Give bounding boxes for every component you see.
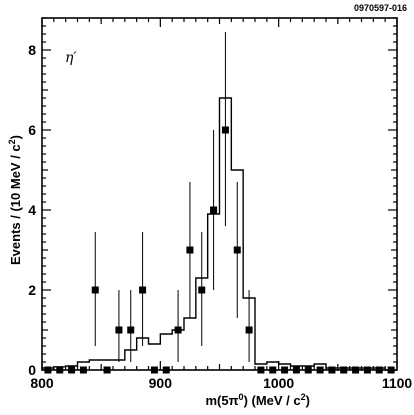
data-point (198, 286, 206, 294)
y-tick-label: 2 (28, 282, 36, 298)
x-axis-label: m(5π0) (MeV / c2) (205, 392, 310, 408)
simulation-step-line (41, 97, 397, 371)
y-tick-label: 0 (28, 362, 36, 378)
data-point (233, 246, 241, 254)
y-tick-label: 8 (28, 42, 36, 58)
data-point (186, 246, 194, 254)
x-tick-label: 1000 (263, 375, 294, 391)
eta-prime-annotation: η′ (65, 50, 77, 66)
figure-id: 0970597-016 (354, 3, 407, 13)
x-tick-label: 1100 (382, 375, 413, 391)
plot-area: 800 900 1000 1100 0 2 4 6 8 (28, 17, 412, 391)
data-point (174, 326, 182, 334)
y-axis-label: Events / (10 MeV / c2) (7, 135, 23, 265)
x-tick-label: 900 (149, 375, 173, 391)
simulation-histogram (41, 97, 397, 371)
y-tick-label: 4 (28, 202, 36, 218)
data-point (245, 326, 253, 334)
x-tick-label: 800 (30, 375, 54, 391)
data-point (221, 126, 229, 134)
data-point (210, 206, 218, 214)
data-point (115, 326, 123, 334)
y-tick-label: 6 (28, 122, 36, 138)
y-axis-ticks: 0 2 4 6 8 (28, 17, 397, 378)
x-axis-ticks: 800 900 1000 1100 (30, 18, 412, 391)
data-point (139, 286, 147, 294)
data-point (127, 326, 135, 334)
data-point (91, 286, 99, 294)
